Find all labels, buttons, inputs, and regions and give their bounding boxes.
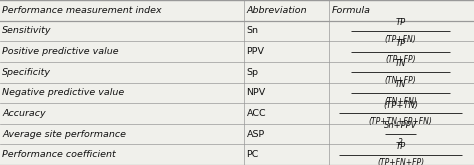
Text: (TP+FN+FP): (TP+FN+FP) [377,158,424,165]
Text: Negative predictive value: Negative predictive value [2,88,125,97]
Text: Formula: Formula [332,6,371,15]
Text: Average site performance: Average site performance [2,130,127,139]
Text: (TP+FN): (TP+FN) [385,35,416,44]
Text: Performance coefficient: Performance coefficient [2,150,116,159]
Text: TN: TN [395,59,406,68]
Text: 2: 2 [398,138,403,147]
Text: Sn+PPV: Sn+PPV [384,121,417,130]
Text: (TN+FP): (TN+FP) [385,76,416,85]
Text: Specificity: Specificity [2,68,51,77]
Text: ACC: ACC [246,109,266,118]
Text: Sn: Sn [246,26,258,35]
Text: (TN+FN): (TN+FN) [384,97,417,106]
Text: Sensitivity: Sensitivity [2,26,52,35]
Text: Performance measurement index: Performance measurement index [2,6,162,15]
Text: NPV: NPV [246,88,266,97]
Text: (TP+TN+FP+FN): (TP+TN+FP+FN) [369,117,432,126]
Text: Abbreviation: Abbreviation [246,6,307,15]
Text: Sp: Sp [246,68,258,77]
Text: (TP+FP): (TP+FP) [385,55,416,64]
Text: TN: TN [395,80,406,89]
Text: Accuracy: Accuracy [2,109,46,118]
Text: TP: TP [395,142,406,151]
Text: (TP+TN): (TP+TN) [383,101,418,110]
Text: Positive predictive value: Positive predictive value [2,47,119,56]
Text: ASP: ASP [246,130,265,139]
Text: TP: TP [395,18,406,27]
Text: TP: TP [395,39,406,48]
Text: PPV: PPV [246,47,264,56]
Text: PC: PC [246,150,259,159]
